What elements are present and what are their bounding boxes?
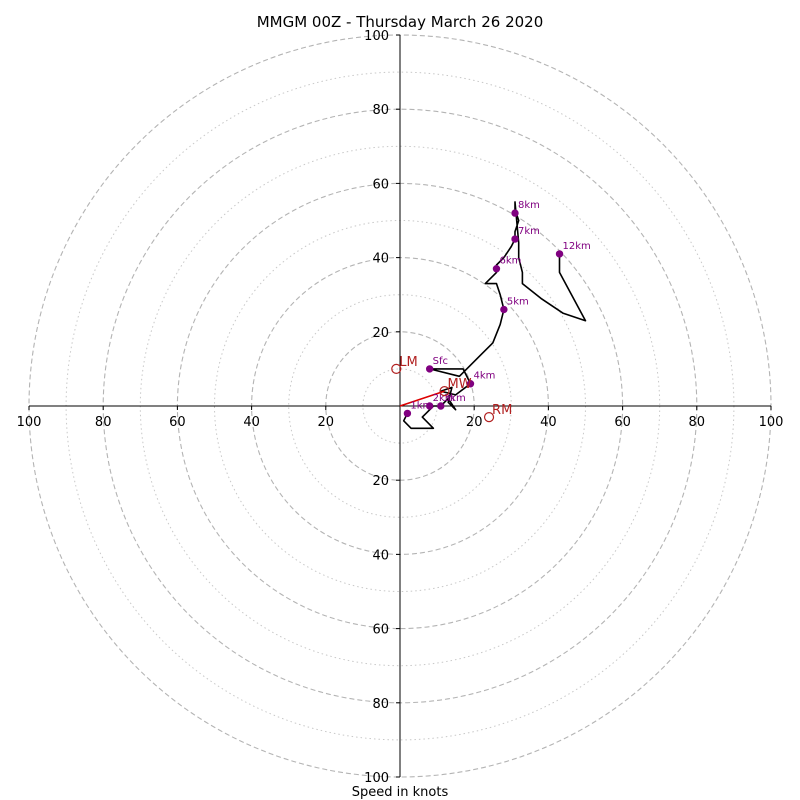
motion-marker xyxy=(391,363,402,374)
tick-labels: 100 100 80 80 60 60 40 40 20 20 20 20 40 40 60 60 80 80 10… xyxy=(17,29,784,786)
x-tick-label: 100 xyxy=(17,415,42,430)
motion-marker xyxy=(439,386,450,397)
x-tick-label: 80 xyxy=(689,415,706,430)
height-marker-label: Sfc xyxy=(433,356,448,367)
hodograph-line xyxy=(402,201,587,430)
y-tick-label: 100 xyxy=(364,29,389,44)
height-marker xyxy=(555,250,564,258)
height-marker-label: 7km xyxy=(518,226,540,237)
x-tick-label: 20 xyxy=(318,415,335,430)
height-marker xyxy=(500,305,508,314)
height-marker xyxy=(466,380,475,388)
motion-marker-label: MW xyxy=(448,377,472,392)
height-marker-label: 3km xyxy=(444,393,466,404)
x-tick-label: 100 xyxy=(759,415,784,430)
height-marker-label: 12km xyxy=(563,241,591,252)
height-marker-label: 5km xyxy=(507,297,529,308)
y-tick-label: 80 xyxy=(372,697,389,712)
x-tick-label: 40 xyxy=(243,415,260,430)
x-axis-label: Speed in knots xyxy=(352,785,449,800)
height-marker xyxy=(511,235,519,243)
height-marker-label: 1km xyxy=(410,400,432,411)
x-tick-label: 40 xyxy=(540,415,557,430)
height-marker-label: 4km xyxy=(473,371,495,382)
y-tick-label: 20 xyxy=(372,326,389,341)
hodograph-trace xyxy=(399,201,587,430)
y-tick-label: 100 xyxy=(364,771,389,786)
x-tick-label: 20 xyxy=(466,415,483,430)
height-marker-label: 8km xyxy=(518,200,540,211)
x-tick-label: 60 xyxy=(614,415,631,430)
y-tick-label: 60 xyxy=(372,623,389,638)
shear-vector xyxy=(399,390,445,407)
height-marker xyxy=(492,265,501,273)
height-marker xyxy=(403,409,412,418)
y-tick-label: 80 xyxy=(372,103,389,118)
motion-marker xyxy=(483,412,495,423)
storm-motion-markers: LM MW RM xyxy=(391,355,512,423)
height-marker-label: 6km xyxy=(499,256,521,267)
height-marker xyxy=(511,209,519,217)
height-marker-label: 2km xyxy=(433,393,455,404)
chart-title: MMGM 00Z - Thursday March 26 2020 xyxy=(257,13,544,31)
height-marker xyxy=(437,402,445,410)
motion-marker-label: LM xyxy=(399,355,417,370)
y-tick-label: 60 xyxy=(372,177,389,192)
height-marker xyxy=(425,365,434,373)
y-tick-label: 20 xyxy=(372,474,389,489)
motion-marker-label: RM xyxy=(492,403,512,418)
y-tick-label: 40 xyxy=(372,548,389,563)
x-tick-label: 80 xyxy=(95,415,112,430)
height-marker xyxy=(425,402,434,410)
y-tick-label: 40 xyxy=(372,252,389,267)
x-tick-label: 60 xyxy=(169,415,186,430)
